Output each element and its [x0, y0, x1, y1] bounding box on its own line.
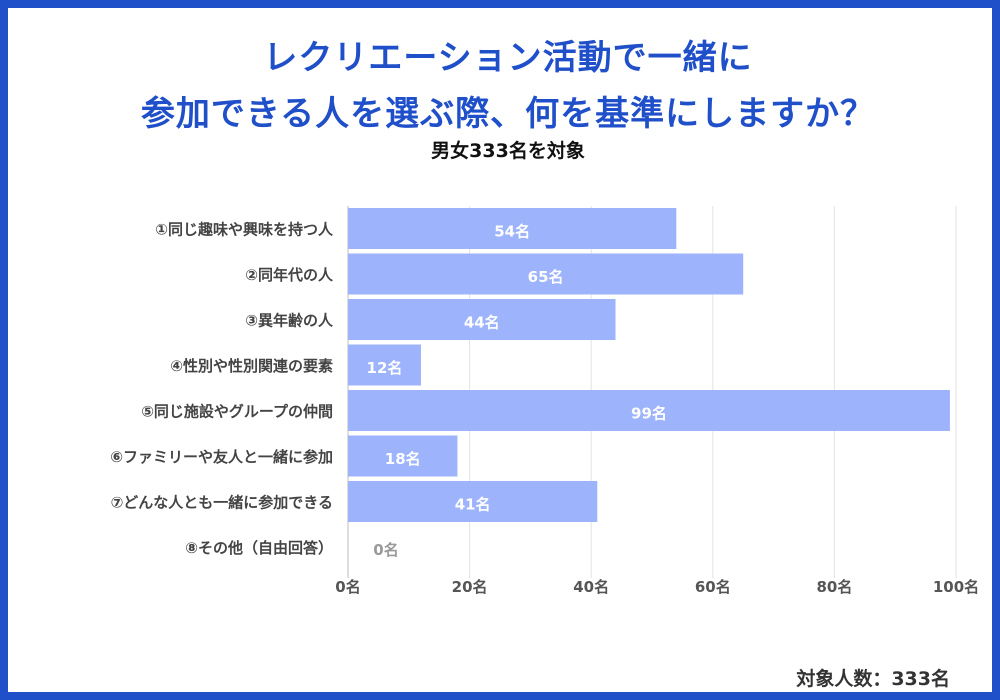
x-tick-label: 20名 — [452, 578, 488, 596]
category-label: ④性別や性別関連の要素 — [170, 357, 333, 375]
bar-value-label: 65名 — [528, 268, 564, 286]
x-tick-label: 80名 — [816, 578, 852, 596]
bar-value-label: 18名 — [385, 450, 421, 468]
x-tick-label: 60名 — [695, 578, 731, 596]
category-label: ①同じ趣味や興味を持つ人 — [155, 221, 334, 239]
bar — [348, 435, 458, 477]
x-tick-label: 100名 — [933, 578, 979, 596]
bar-value-label: 99名 — [631, 405, 667, 423]
bar — [348, 344, 421, 386]
bar — [348, 390, 950, 431]
bar — [348, 253, 744, 295]
x-tick-label: 40名 — [573, 578, 609, 596]
chart-title-line-1: レクリエーション活動で一緒に — [263, 38, 753, 78]
bar — [348, 299, 616, 340]
bar-value-label: 12名 — [367, 359, 403, 377]
chart-subtitle: 男女333名を対象 — [431, 140, 585, 162]
bar-value-label: 44名 — [464, 314, 500, 332]
respondent-count: 対象人数：333名 — [796, 668, 950, 690]
bar-value-label: 54名 — [494, 223, 530, 241]
category-label: ②同年代の人 — [245, 266, 334, 284]
category-label: ⑦どんな人とも一緒に参加できる — [111, 494, 333, 512]
category-label: ③異年齢の人 — [245, 312, 334, 330]
bar-value-label: 0名 — [373, 541, 398, 559]
category-label: ⑤同じ施設やグループの仲間 — [141, 403, 333, 421]
bar-value-label: 41名 — [455, 496, 491, 514]
bar — [348, 208, 677, 249]
chart-title-line-2: 参加できる人を選ぶ際、何を基準にしますか？ — [140, 94, 876, 134]
x-tick-label: 0名 — [335, 578, 360, 596]
category-label: ⑧その他（自由回答） — [185, 539, 333, 557]
category-label: ⑥ファミリーや友人と一緒に参加 — [110, 448, 333, 466]
bar — [348, 481, 598, 522]
